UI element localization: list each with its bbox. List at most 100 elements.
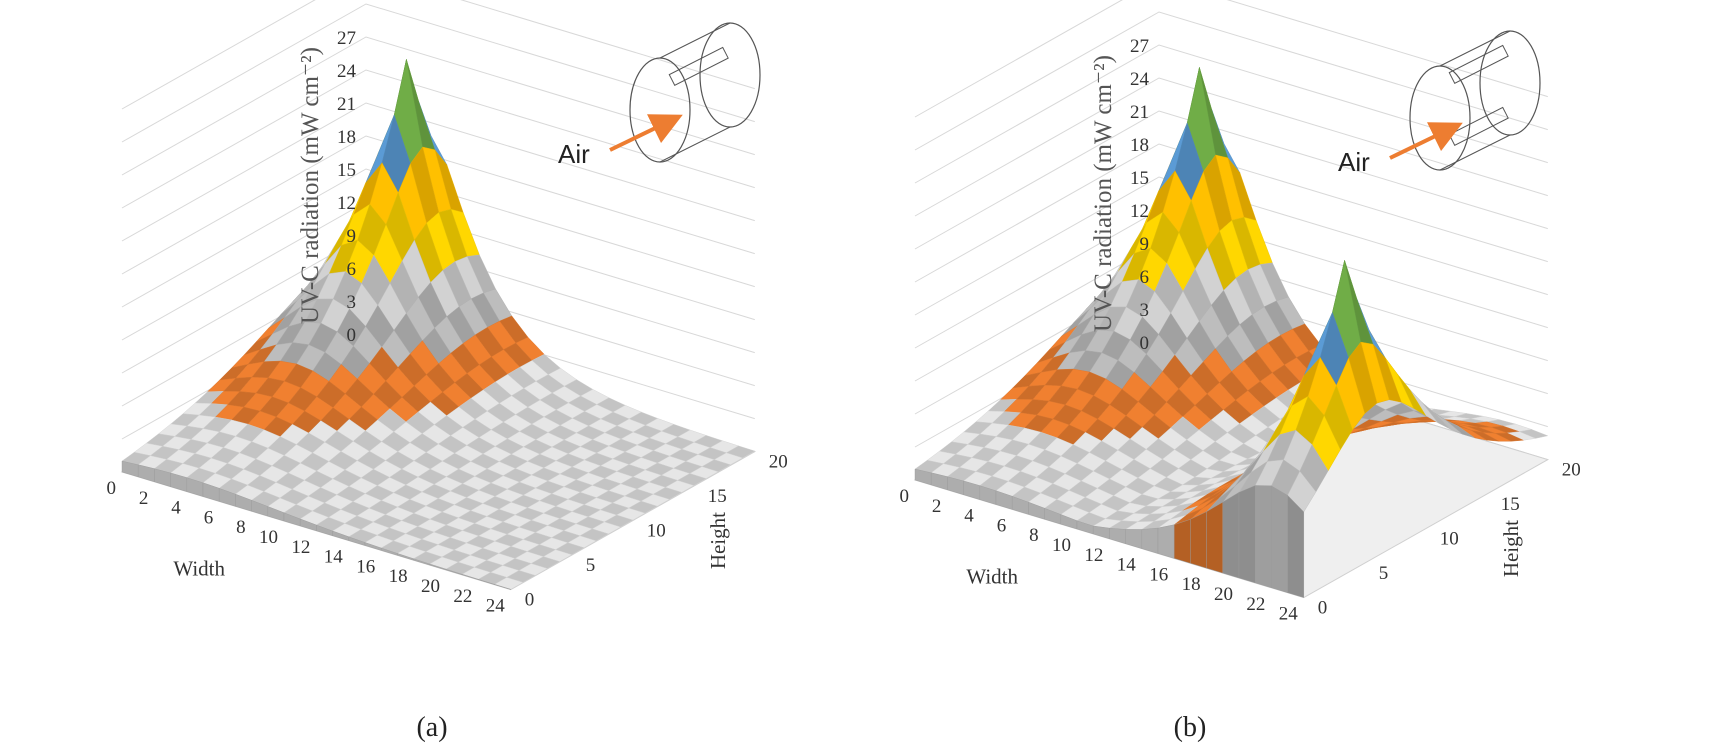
surface-skirt: [1190, 511, 1207, 569]
x-tick-label: 24: [1279, 604, 1299, 625]
surface-skirt: [1125, 529, 1143, 549]
x-tick-label: 18: [389, 566, 408, 587]
x-tick-label: 10: [1052, 535, 1071, 556]
y-tick-label: 10: [647, 521, 666, 542]
x-axis-title: Width: [966, 564, 1018, 588]
gridline: [121, 135, 755, 275]
x-tick-label: 18: [1182, 574, 1201, 595]
z-tick-label: 12: [337, 193, 356, 214]
z-tick-label: 9: [1140, 234, 1150, 255]
x-tick-label: 6: [997, 515, 1007, 536]
x-tick-label: 22: [1246, 594, 1265, 615]
surface-skirt: [494, 584, 511, 590]
y-tick-label: 0: [1318, 598, 1328, 619]
y-tick-label: 5: [586, 555, 596, 576]
cylinder-edge: [1439, 134, 1511, 171]
z-tick-label: 12: [1130, 201, 1149, 222]
surface-skirt: [1287, 494, 1305, 598]
x-axis-title: Width: [173, 556, 225, 580]
surface-skirt: [1157, 524, 1175, 559]
panel-b-caption: (b): [1130, 712, 1250, 744]
x-tick-label: 14: [1117, 555, 1137, 576]
z-tick-label: 0: [1140, 333, 1150, 354]
surface-skirt: [1254, 485, 1272, 589]
y-tick-label: 15: [1501, 494, 1520, 515]
x-tick-label: 12: [291, 537, 310, 558]
z-tick-label: 21: [1130, 102, 1149, 123]
y-tick-label: 15: [708, 486, 727, 507]
z-ticks: 0 3 6 9 12 15 18 21 24 27: [337, 28, 357, 346]
uv-lamp: [1448, 44, 1509, 85]
x-tick-label: 20: [1214, 584, 1233, 605]
x-tick-label: 2: [139, 488, 149, 509]
gridline: [121, 69, 755, 209]
z-tick-label: 21: [337, 94, 356, 115]
z-tick-label: 18: [1130, 135, 1149, 156]
surface-skirt: [1271, 485, 1288, 593]
x-tick-label: 4: [964, 506, 974, 527]
y-tick-label: 20: [769, 452, 788, 473]
z-tick-label: 27: [1130, 36, 1149, 57]
z-tick-label: 15: [1130, 168, 1149, 189]
surface: [914, 67, 1549, 598]
surface-skirt: [1238, 485, 1256, 584]
air-label: Air: [558, 139, 590, 169]
gridline: [121, 36, 755, 176]
z-tick-label: 9: [347, 226, 357, 247]
x-tick-label: 0: [900, 486, 910, 507]
z-tick-label: 3: [1140, 300, 1150, 321]
x-tick-label: 8: [1029, 525, 1039, 546]
uv-lamp: [668, 46, 729, 87]
panel-b-label: (b): [1173, 712, 1207, 743]
z-tick-label: 0: [347, 325, 357, 346]
y-tick-label: 20: [1562, 460, 1581, 481]
z-tick-label: 6: [347, 259, 357, 280]
x-tick-label: 14: [324, 547, 344, 568]
cylinder-edge: [1439, 30, 1511, 67]
x-tick-label: 10: [259, 527, 278, 548]
surface-skirt: [1222, 492, 1240, 579]
cylinder-front: [629, 57, 691, 163]
x-tick-label: 16: [356, 556, 375, 577]
cylinder-edge: [659, 22, 731, 59]
z-ticks: 0 3 6 9 12 15 18 21 24 27: [1130, 36, 1150, 354]
y-tick-label: 5: [1379, 563, 1389, 584]
gridline: [121, 3, 755, 143]
cylinder-back: [1479, 30, 1541, 136]
surface-skirt: [1173, 519, 1191, 564]
x-tick-label: 24: [486, 596, 506, 617]
gridline: [914, 176, 1548, 316]
inset-cylinder: Air: [1338, 30, 1541, 177]
y-axis-title: Height: [1499, 520, 1523, 577]
x-ticks: 0 2 4 6 8 10 12 14 16 18 20 22 24: [107, 478, 506, 617]
gridline: [121, 168, 755, 308]
y-ticks: 0 5 10 15 20: [1318, 460, 1581, 619]
x-ticks: 0 2 4 6 8 10 12 14 16 18 20 22 24: [900, 486, 1299, 625]
gridline: [914, 143, 1548, 283]
gridline: [121, 102, 755, 242]
x-tick-label: 22: [453, 586, 472, 607]
z-axis-title: UV-C radiation (mW cm⁻²): [297, 47, 324, 324]
gridline: [914, 0, 1548, 118]
surface-skirt: [1109, 527, 1126, 544]
airflow-arrow: [1389, 122, 1463, 160]
cylinder-front: [1409, 65, 1471, 171]
y-tick-label: 0: [525, 590, 535, 611]
z-tick-label: 3: [347, 292, 357, 313]
z-tick-label: 24: [337, 61, 357, 82]
z-tick-label: 27: [337, 28, 356, 49]
y-tick-label: 10: [1440, 529, 1459, 550]
cylinder-edge: [659, 126, 731, 163]
x-tick-label: 8: [236, 517, 246, 538]
air-label: Air: [1338, 147, 1370, 177]
gridline: [914, 110, 1548, 250]
surface-skirt: [1092, 525, 1110, 540]
panel-a-caption: (a): [372, 712, 492, 744]
surface-skirt: [1206, 501, 1224, 574]
z-tick-label: 6: [1140, 267, 1150, 288]
x-tick-label: 6: [204, 507, 214, 528]
z-axis-title: UV-C radiation (mW cm⁻²): [1090, 55, 1117, 332]
surface: [121, 59, 756, 590]
